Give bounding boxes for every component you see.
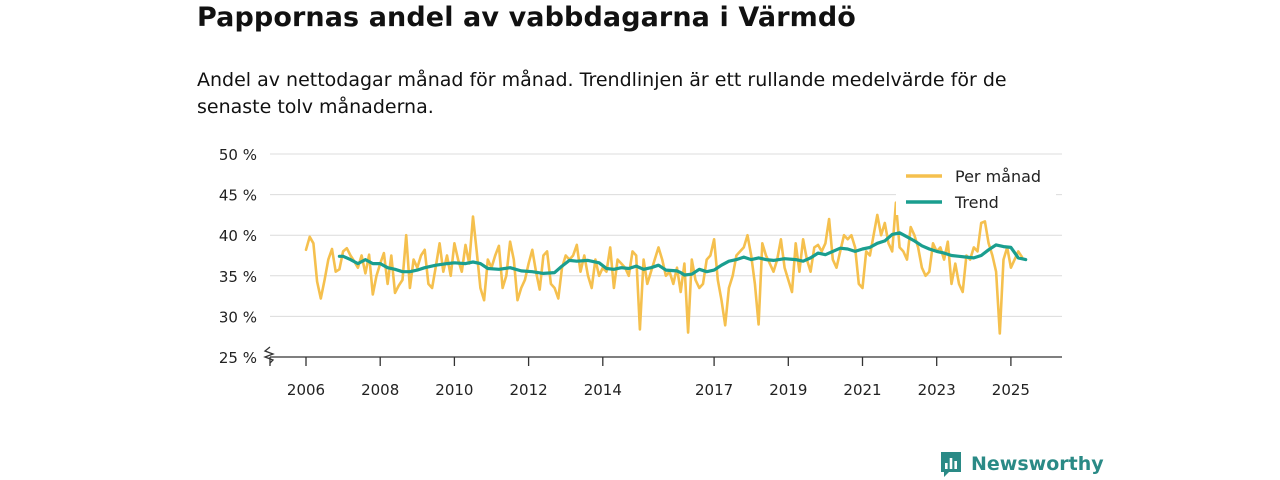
y-tick-label: 50 % — [219, 146, 257, 164]
newsworthy-logo-icon — [941, 452, 961, 477]
legend-label-per-month: Per månad — [955, 167, 1041, 186]
brand-name: Newsworthy — [971, 453, 1104, 475]
legend-label-trend: Trend — [954, 193, 999, 212]
legend: Per månad Trend — [896, 161, 1056, 215]
x-tick-label: 2021 — [843, 381, 881, 399]
x-tick-label: 2010 — [435, 381, 473, 399]
x-tick-label: 2019 — [769, 381, 807, 399]
x-tick-label: 2014 — [584, 381, 622, 399]
y-tick-label: 30 % — [219, 308, 257, 326]
page-title: Pappornas andel av vabbdagarna i Värmdö — [197, 2, 856, 33]
x-tick-label: 2006 — [287, 381, 325, 399]
y-axis: 25 % 30 % 35 % 40 % 45 % 50 % — [219, 146, 257, 367]
x-tick-label: 2023 — [918, 381, 956, 399]
y-tick-label: 40 % — [219, 227, 257, 245]
x-tick-label: 2017 — [695, 381, 733, 399]
chart-subtitle: Andel av nettodagar månad för månad. Tre… — [197, 69, 1007, 118]
series-line-trend — [337, 231, 1028, 277]
x-tick-label: 2008 — [361, 381, 399, 399]
series-lines — [304, 201, 1028, 335]
y-tick-label: 25 % — [219, 349, 257, 367]
x-axis: 2006 2008 2010 2012 2014 2017 2019 2021 2023 2025 — [263, 346, 1062, 399]
y-tick-label: 45 % — [219, 187, 257, 205]
y-tick-label: 35 % — [219, 268, 257, 286]
axis-break-marker — [263, 346, 275, 364]
newsworthy-logo: Newsworthy — [939, 450, 1104, 478]
x-tick-label: 2012 — [510, 381, 548, 399]
x-tick-label: 2025 — [992, 381, 1030, 399]
legend-background — [896, 161, 1056, 215]
